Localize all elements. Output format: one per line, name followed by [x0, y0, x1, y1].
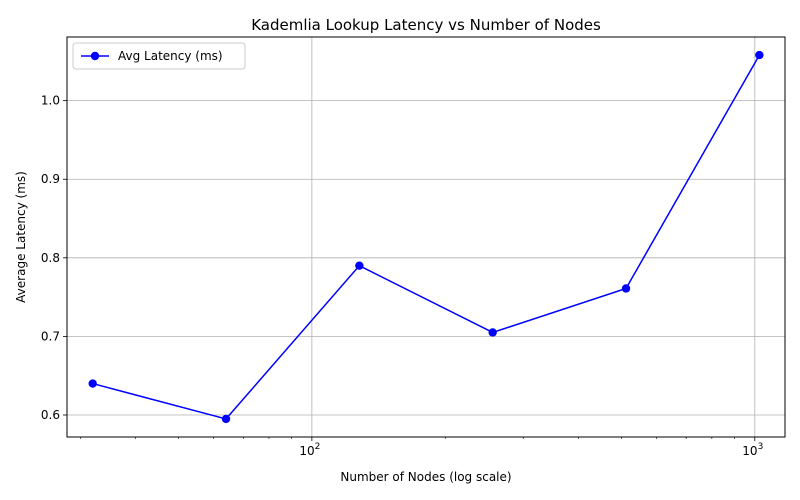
x-axis-label: Number of Nodes (log scale)	[340, 470, 511, 484]
data-point	[221, 414, 231, 424]
data-point	[621, 284, 631, 293]
data-point	[355, 261, 364, 270]
grid-lines	[67, 37, 785, 437]
legend: Avg Latency (ms)	[72, 42, 246, 70]
y-axis-label: Average Latency (ms)	[14, 171, 28, 303]
x-tick-label: 103	[742, 442, 763, 458]
data-point	[488, 328, 497, 337]
plot-frame	[66, 36, 786, 438]
y-tick-label: 0.7	[41, 329, 60, 343]
data-point	[88, 379, 97, 388]
legend-box	[72, 42, 246, 70]
series-line	[92, 54, 761, 420]
data-point	[755, 50, 764, 60]
x-tick-label: 102	[299, 442, 320, 458]
y-tick-label: 0.9	[41, 172, 60, 186]
y-tick-label: 0.6	[41, 408, 60, 422]
axis-ticks: 0.6 0.7 0.8 0.9 1.0 102 103	[41, 94, 763, 458]
legend-label: Avg Latency (ms)	[118, 49, 223, 63]
chart-title: Kademlia Lookup Latency vs Number of Nod…	[251, 16, 601, 34]
y-tick-label: 1.0	[41, 94, 60, 108]
y-tick-label: 0.8	[41, 251, 60, 265]
series-layer	[88, 50, 764, 424]
legend-marker	[90, 51, 100, 61]
